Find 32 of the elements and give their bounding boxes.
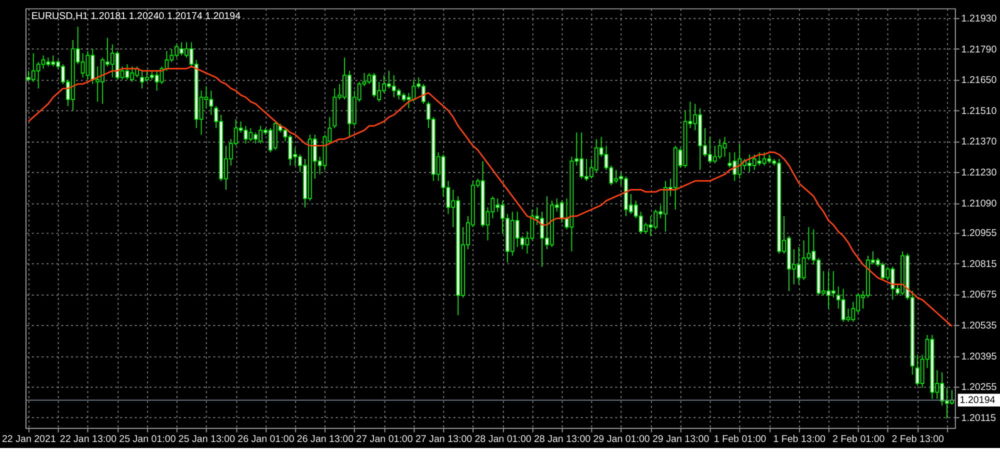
y-tick-label: 1.21650: [961, 75, 998, 86]
x-tick-label: 29 Jan 01:00: [593, 434, 650, 446]
x-tick-label: 22 Jan 13:00: [60, 434, 118, 446]
x-tick-label: 2 Feb 01:00: [832, 434, 886, 446]
y-tick-label: 1.21930: [961, 13, 998, 24]
x-tick-label: 25 Jan 13:00: [178, 434, 236, 446]
y-tick-label: 1.20675: [961, 290, 998, 301]
x-tick-label: 22 Jan 2021: [2, 434, 56, 446]
y-tick-label: 1.20115: [961, 413, 997, 424]
y-tick-label: 1.21510: [961, 106, 998, 117]
x-tick-label: 28 Jan 13:00: [534, 434, 592, 446]
x-tick-label: 29 Jan 13:00: [652, 434, 710, 446]
y-tick-label: 1.20395: [961, 351, 998, 362]
y-tick-label: 1.21230: [961, 168, 998, 179]
x-tick-label: 26 Jan 01:00: [238, 434, 295, 446]
x-tick-label: 26 Jan 13:00: [296, 434, 354, 446]
x-tick-label: 27 Jan 13:00: [415, 434, 473, 446]
y-tick-label: 1.20815: [961, 258, 998, 270]
x-tick-label: 1 Feb 13:00: [773, 434, 826, 446]
y-tick-label: 1.21370: [961, 136, 998, 148]
x-tick-label: 2 Feb 13:00: [892, 434, 945, 446]
y-tick-label: 1.21790: [961, 44, 998, 56]
y-tick-label: 1.20535: [961, 320, 998, 332]
y-tick-label: 1.20955: [961, 228, 998, 240]
x-tick-label: 25 Jan 01:00: [119, 434, 176, 446]
y-tick-label: 1.21090: [961, 198, 998, 210]
y-tick-label: 1.20255: [961, 382, 998, 394]
x-tick-label: 27 Jan 01:00: [356, 434, 414, 446]
ref-line-label: 1.20194: [960, 395, 996, 406]
x-tick-label: 1 Feb 01:00: [714, 434, 767, 446]
chart-title: EURUSD,H1 1.20181 1.20240 1.20174 1.20194: [31, 11, 242, 22]
x-tick-label: 28 Jan 01:00: [474, 434, 532, 446]
